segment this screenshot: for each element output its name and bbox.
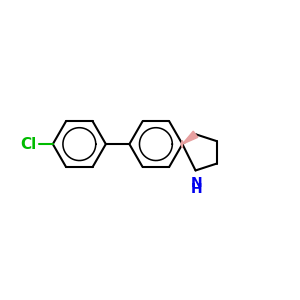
Text: N: N — [191, 176, 203, 190]
Text: H: H — [191, 182, 203, 196]
Text: Cl: Cl — [20, 136, 36, 152]
Polygon shape — [181, 140, 182, 148]
Polygon shape — [182, 131, 198, 144]
